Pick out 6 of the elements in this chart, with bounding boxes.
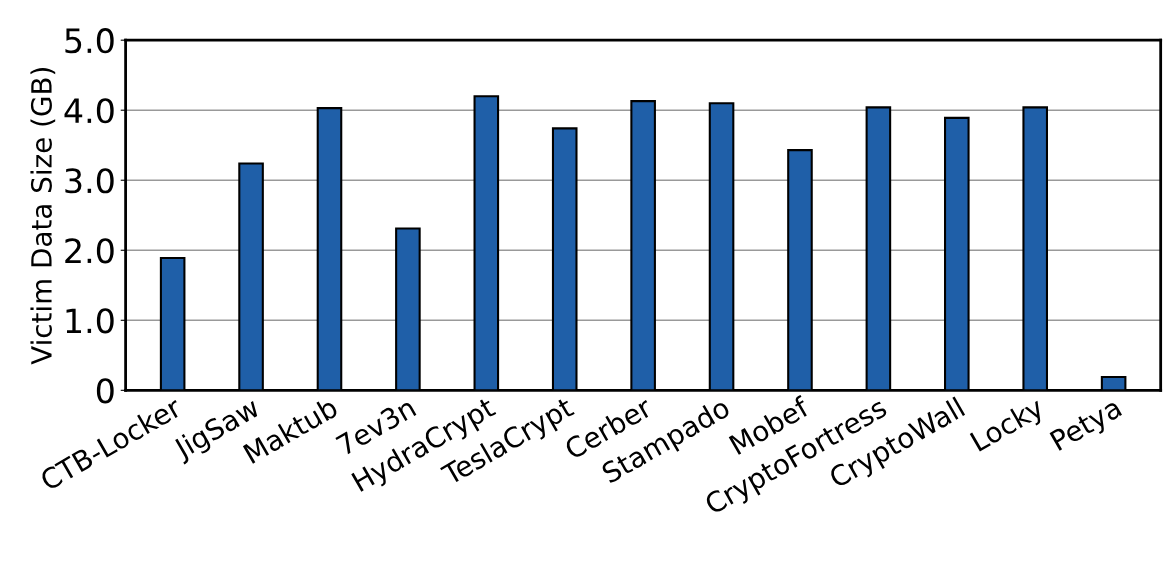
y-axis-title: Victim Data Size (GB) [30, 68, 56, 365]
y-tick-label: 1.0 [66, 308, 114, 334]
y-tick-label: 2.0 [65, 238, 114, 264]
y-tick-label: 5.0 [65, 28, 114, 54]
y-tick-label: 4.0 [64, 98, 114, 124]
y-tick-label: 3.0 [65, 168, 114, 194]
